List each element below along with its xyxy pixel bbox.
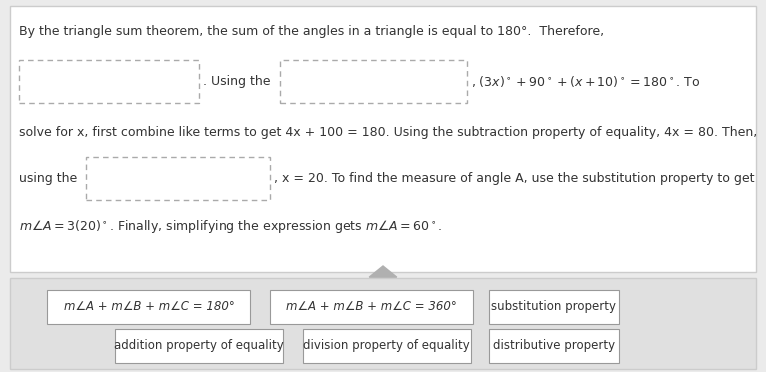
- FancyBboxPatch shape: [10, 6, 756, 272]
- Text: m∠A + m∠B + m∠C = 180°: m∠A + m∠B + m∠C = 180°: [64, 301, 234, 313]
- Text: division property of equality: division property of equality: [303, 340, 470, 352]
- FancyBboxPatch shape: [115, 329, 283, 363]
- FancyBboxPatch shape: [280, 60, 467, 103]
- FancyBboxPatch shape: [10, 278, 756, 369]
- FancyBboxPatch shape: [489, 329, 619, 363]
- Text: $m\angle A = 3(20)^\circ$. Finally, simplifying the expression gets $m\angle A =: $m\angle A = 3(20)^\circ$. Finally, simp…: [19, 218, 443, 235]
- Text: m∠A + m∠B + m∠C = 360°: m∠A + m∠B + m∠C = 360°: [286, 301, 457, 313]
- Text: , x = 20. To find the measure of angle A, use the substitution property to get: , x = 20. To find the measure of angle A…: [274, 172, 755, 185]
- Text: , $(3x)^\circ + 90^\circ + (x + 10)^\circ = 180^\circ$. To: , $(3x)^\circ + 90^\circ + (x + 10)^\cir…: [471, 74, 700, 89]
- Text: . Using the: . Using the: [203, 76, 270, 88]
- Text: substitution property: substitution property: [491, 301, 617, 313]
- FancyBboxPatch shape: [270, 290, 473, 324]
- Text: By the triangle sum theorem, the sum of the angles in a triangle is equal to 180: By the triangle sum theorem, the sum of …: [19, 25, 604, 38]
- Text: addition property of equality: addition property of equality: [114, 340, 284, 352]
- Text: using the: using the: [19, 172, 77, 185]
- FancyBboxPatch shape: [303, 329, 471, 363]
- FancyBboxPatch shape: [19, 60, 199, 103]
- FancyBboxPatch shape: [489, 290, 619, 324]
- FancyBboxPatch shape: [86, 157, 270, 200]
- Polygon shape: [369, 266, 397, 277]
- Text: distributive property: distributive property: [493, 340, 615, 352]
- Text: solve for x, first combine like terms to get 4x + 100 = 180. Using the subtracti: solve for x, first combine like terms to…: [19, 126, 758, 138]
- FancyBboxPatch shape: [47, 290, 250, 324]
